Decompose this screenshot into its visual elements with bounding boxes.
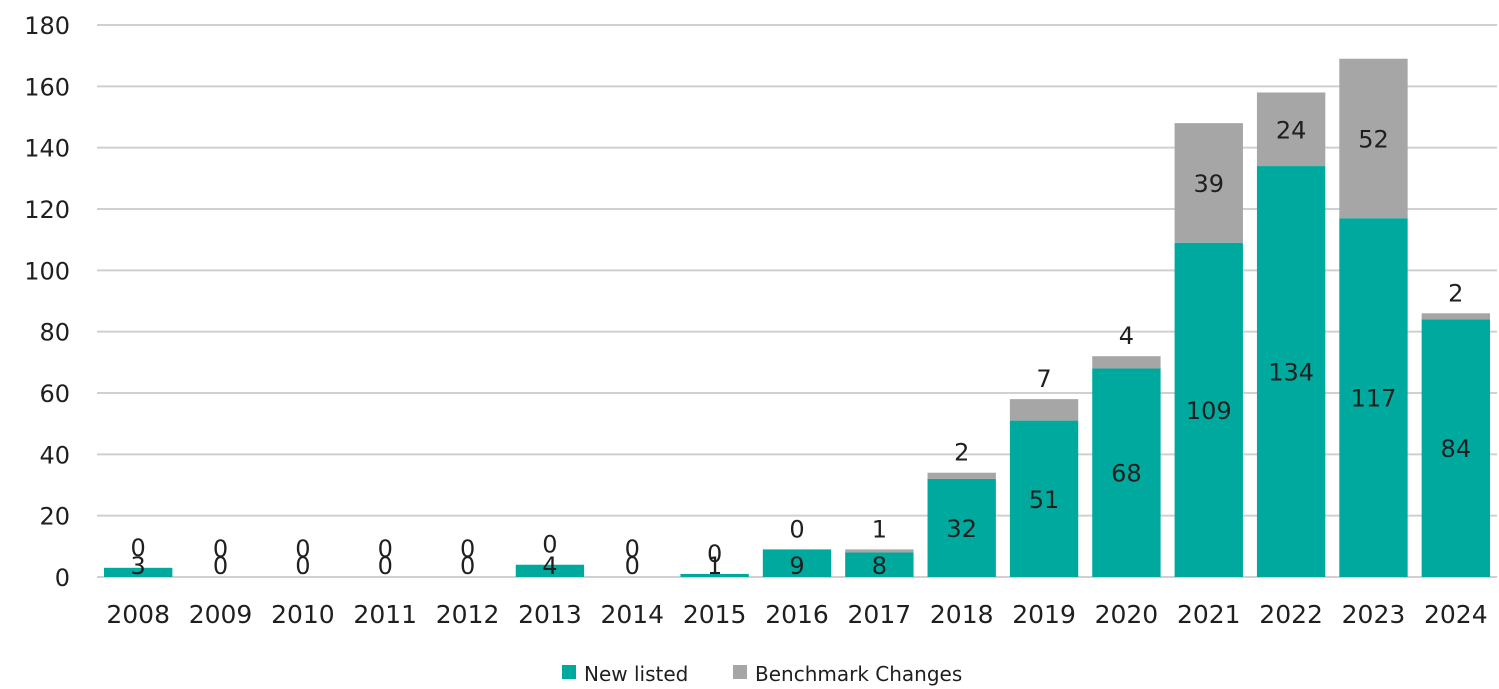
y-axis-ticks: 0 20 40 60 80 100 120 140 160 180: [24, 12, 70, 592]
bar-new-listed: [1009, 420, 1079, 577]
data-label-benchmark-changes: 0: [213, 535, 228, 563]
bar-benchmark-changes: [1256, 92, 1326, 167]
data-label-new-listed: 9: [789, 552, 804, 580]
x-tick-label: 2015: [683, 600, 747, 629]
y-tick-label: 100: [24, 257, 70, 285]
data-label-new-listed: 51: [1029, 486, 1060, 514]
data-label-benchmark-changes: 2: [1448, 279, 1463, 307]
x-tick-label: 2013: [518, 600, 582, 629]
bar-new-listed: [515, 564, 585, 577]
y-tick-label: 20: [39, 503, 70, 531]
bar-new-listed: [104, 567, 173, 577]
data-label-benchmark-changes: 0: [460, 535, 475, 563]
data-label-benchmark-changes: 0: [295, 535, 310, 563]
legend-swatch: [562, 665, 576, 679]
data-label-benchmark-changes: 0: [789, 515, 804, 543]
y-tick-label: 80: [39, 319, 70, 347]
data-label-new-listed: 0: [295, 552, 310, 580]
data-label-new-listed: 0: [625, 552, 640, 580]
bar-benchmark-changes: [1339, 58, 1408, 219]
x-tick-label: 2016: [765, 600, 829, 629]
y-tick-label: 60: [39, 380, 70, 408]
data-label-benchmark-changes: 0: [625, 535, 640, 563]
data-label-benchmark-changes: 0: [131, 534, 146, 562]
bar-benchmark-changes: [927, 472, 996, 479]
x-tick-label: 2010: [271, 600, 335, 629]
data-label-new-listed: 8: [872, 552, 887, 580]
bar-new-listed: [1256, 166, 1326, 578]
x-tick-label: 2022: [1259, 600, 1323, 629]
data-label-benchmark-changes: 24: [1276, 116, 1307, 144]
x-tick-label: 2021: [1177, 600, 1241, 629]
y-tick-label: 0: [55, 564, 70, 592]
data-label-benchmark-changes: 0: [542, 531, 557, 559]
x-tick-label: 2009: [189, 600, 253, 629]
data-label-new-listed: 32: [946, 515, 977, 543]
x-tick-label: 2012: [436, 600, 500, 629]
data-label-new-listed: 0: [378, 552, 393, 580]
x-tick-label: 2014: [600, 600, 664, 629]
x-tick-label: 2019: [1012, 600, 1076, 629]
data-label-new-listed: 4: [542, 552, 557, 580]
gridlines: [97, 24, 1497, 578]
data-label-new-listed: 68: [1111, 460, 1142, 488]
x-tick-label: 2024: [1424, 600, 1488, 629]
y-tick-label: 120: [24, 196, 70, 224]
data-label-new-listed: 1: [707, 552, 722, 580]
data-label-new-listed: 0: [213, 552, 228, 580]
bar-new-listed: [1421, 319, 1490, 577]
data-label-benchmark-changes: 39: [1193, 170, 1224, 198]
data-label-new-listed: 109: [1186, 397, 1232, 425]
legend-label: Benchmark Changes: [755, 662, 962, 686]
x-tick-label: 2011: [353, 600, 417, 629]
data-label-new-listed: 3: [131, 552, 146, 580]
data-label-benchmark-changes: 2: [954, 439, 969, 467]
bar-new-listed: [680, 573, 749, 577]
legend: New listed Benchmark Changes: [562, 662, 962, 686]
bar-benchmark-changes: [1174, 123, 1243, 243]
data-label-benchmark-changes: 0: [378, 535, 393, 563]
y-tick-label: 160: [24, 73, 70, 101]
x-tick-label: 2017: [848, 600, 912, 629]
bar-benchmark-changes: [845, 549, 914, 553]
data-label-benchmark-changes: 0: [707, 540, 722, 568]
bar-benchmark-changes: [1092, 356, 1161, 369]
data-label-benchmark-changes: 7: [1036, 365, 1051, 393]
legend-label: New listed: [584, 662, 688, 686]
bar-new-listed: [1339, 218, 1408, 577]
data-label-benchmark-changes: 1: [872, 515, 887, 543]
data-label-new-listed: 84: [1441, 435, 1472, 463]
data-label-new-listed: 0: [460, 552, 475, 580]
bar-new-listed: [762, 549, 832, 577]
bar-new-listed: [1092, 368, 1161, 577]
bar-new-listed: [845, 552, 914, 577]
legend-swatch: [733, 665, 747, 679]
x-tick-label: 2020: [1095, 600, 1159, 629]
bar-new-listed: [927, 478, 996, 577]
data-label-benchmark-changes: 4: [1119, 322, 1134, 350]
y-tick-label: 180: [24, 12, 70, 40]
bar-benchmark-changes: [1421, 313, 1490, 320]
data-label-new-listed: 134: [1268, 359, 1314, 387]
data-label-benchmark-changes: 52: [1358, 125, 1389, 153]
bar-benchmark-changes: [1009, 399, 1079, 421]
x-tick-label: 2018: [930, 600, 994, 629]
y-tick-label: 40: [39, 441, 70, 469]
y-tick-label: 140: [24, 135, 70, 163]
x-axis-ticks: 2008 2009 2010 2011 2012 2013 2014 2015 2016 2017…: [106, 600, 1487, 629]
x-tick-label: 2023: [1342, 600, 1406, 629]
data-label-new-listed: 117: [1351, 385, 1397, 413]
x-tick-label: 2008: [106, 600, 170, 629]
bar-new-listed: [1174, 242, 1243, 577]
bars: [104, 58, 1490, 578]
